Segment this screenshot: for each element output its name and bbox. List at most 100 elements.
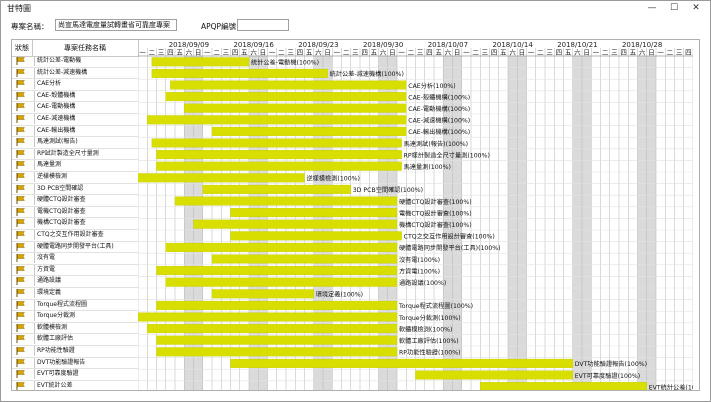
task-row[interactable]: 硬體CTQ設計審查 — [12, 195, 138, 207]
weekend-shade — [452, 56, 462, 390]
task-bar-label: CAE-減速機構(100%) — [408, 117, 470, 125]
task-bar[interactable] — [211, 254, 398, 264]
task-bar[interactable] — [230, 208, 398, 218]
day-label: 一 — [528, 49, 535, 57]
task-name: 統計公差-減速機構 — [34, 67, 138, 78]
task-row[interactable]: Torque分裁測 — [12, 311, 138, 323]
task-row[interactable]: EVT統計公差 — [12, 380, 138, 390]
task-name: CTQ之交互作用設計審查 — [34, 230, 138, 240]
status-column-header: 狀態 — [12, 40, 33, 57]
task-row[interactable]: CAE-電動機構 — [12, 102, 138, 114]
task-bar[interactable] — [165, 242, 398, 252]
task-bar[interactable] — [165, 277, 398, 287]
task-name: 馬達測試(報告) — [34, 137, 138, 148]
task-row[interactable]: 馬達測試(報告) — [12, 137, 138, 149]
task-bar[interactable] — [480, 382, 647, 391]
task-row[interactable]: 統計公差-電動機 — [12, 56, 138, 68]
task-bar[interactable] — [211, 126, 407, 136]
task-row[interactable]: CTQ之交互作用設計審查 — [12, 230, 138, 242]
task-row[interactable]: 沒有電 — [12, 253, 138, 265]
task-row[interactable]: 軟體工廠評估 — [12, 334, 138, 346]
flag-icon — [16, 265, 25, 274]
task-row[interactable]: 硬體電路同步開發平台(工具) — [12, 241, 138, 254]
task-bar[interactable] — [151, 57, 250, 67]
task-bar[interactable] — [165, 92, 407, 102]
day-label: 六 — [380, 48, 387, 57]
task-row[interactable]: RP功能性驗證 — [12, 346, 138, 358]
close-button[interactable]: ✕ — [692, 3, 700, 13]
day-label: 一 — [593, 49, 600, 57]
task-row[interactable]: 電機CTQ設計審查 — [12, 206, 138, 219]
day-label: 四 — [426, 49, 433, 57]
day-label: 四 — [556, 49, 563, 57]
task-bar[interactable] — [138, 312, 398, 322]
task-row[interactable]: 方資電 — [12, 264, 138, 277]
day-label: 四 — [491, 49, 498, 57]
task-bar-label: 方資電(100%) — [399, 267, 440, 275]
day-label: 五 — [565, 49, 572, 57]
task-name: RP功能性驗證 — [34, 346, 138, 356]
day-label: 三 — [546, 49, 553, 57]
task-name: 硬體CTQ設計審查 — [34, 195, 138, 206]
project-name-field[interactable]: 尚宣馬達電度量試轉畫省可靠度專案 — [55, 19, 177, 31]
task-bar[interactable] — [230, 358, 573, 368]
flag-icon — [16, 358, 25, 367]
task-bar[interactable] — [193, 219, 398, 229]
task-bar[interactable] — [156, 150, 402, 160]
task-bar-label: CAE-輸出機構(100%) — [408, 128, 470, 136]
flag-icon — [16, 242, 25, 251]
apqp-field[interactable] — [237, 19, 289, 31]
task-row[interactable]: 馬達量測 — [12, 160, 138, 172]
task-row[interactable]: CAE-輸出機構 — [12, 125, 138, 138]
day-label: 日 — [195, 49, 202, 57]
task-row[interactable]: RP試計製造全尺寸量測 — [12, 148, 138, 161]
task-bar[interactable] — [211, 289, 314, 299]
task-name: CAE-輸出機構 — [34, 125, 138, 136]
task-row[interactable]: CAE分析 — [12, 79, 138, 91]
task-bar[interactable] — [156, 266, 398, 276]
task-bar[interactable] — [156, 300, 398, 310]
task-bar[interactable] — [174, 196, 398, 206]
day-label: 六 — [186, 48, 193, 57]
task-row[interactable]: CAE-殼體機構 — [12, 90, 138, 103]
task-bar[interactable] — [147, 115, 407, 125]
task-row[interactable]: 機構CTQ設計審查 — [12, 218, 138, 230]
day-label: 三 — [676, 49, 683, 57]
task-bar-label: 逆樣模檢測(100%) — [307, 175, 360, 183]
task-bar[interactable] — [151, 138, 402, 148]
task-row[interactable]: 軟體模檢測 — [12, 322, 138, 335]
task-row[interactable]: 3D PCB空間確認 — [12, 183, 138, 196]
task-bar[interactable] — [202, 184, 351, 194]
day-label: 六 — [445, 48, 452, 57]
task-row[interactable]: 逆樣模檢測 — [12, 172, 138, 184]
day-label: 日 — [583, 49, 590, 57]
task-bar[interactable] — [156, 161, 402, 171]
task-bar[interactable] — [184, 103, 407, 113]
task-row[interactable]: 環境定義 — [12, 288, 138, 300]
task-bar[interactable] — [415, 370, 573, 380]
task-bar[interactable] — [230, 231, 402, 241]
task-row[interactable]: CAE-減速機構 — [12, 114, 138, 126]
day-label: 四 — [167, 49, 174, 57]
day-label: 一 — [269, 49, 276, 57]
task-row[interactable]: DVT功能驗證報告 — [12, 357, 138, 370]
maximize-button[interactable]: ☐ — [669, 3, 679, 13]
flag-icon — [16, 103, 25, 112]
task-bar-label: RP樣計製造全尺寸量測(100%) — [404, 151, 490, 159]
task-bar[interactable] — [151, 68, 328, 78]
task-row[interactable]: 通路設議 — [12, 276, 138, 288]
window-title: 甘特圖 — [7, 4, 31, 13]
task-row[interactable]: 統計公差-減速機構 — [12, 67, 138, 80]
task-bar[interactable] — [138, 173, 305, 183]
flag-icon — [16, 219, 25, 228]
task-row[interactable]: Torque程式流程圖 — [12, 299, 138, 312]
task-bar[interactable] — [156, 347, 398, 357]
task-bar[interactable] — [147, 324, 398, 334]
day-label: 六 — [639, 48, 646, 57]
task-name: DVT功能驗證報告 — [34, 357, 138, 368]
task-bar[interactable] — [156, 335, 398, 345]
task-row[interactable]: EVT可靠度驗證 — [12, 369, 138, 381]
minimize-button[interactable]: — — [647, 3, 657, 13]
task-name: 方資電 — [34, 264, 138, 275]
task-bar[interactable] — [170, 80, 407, 90]
